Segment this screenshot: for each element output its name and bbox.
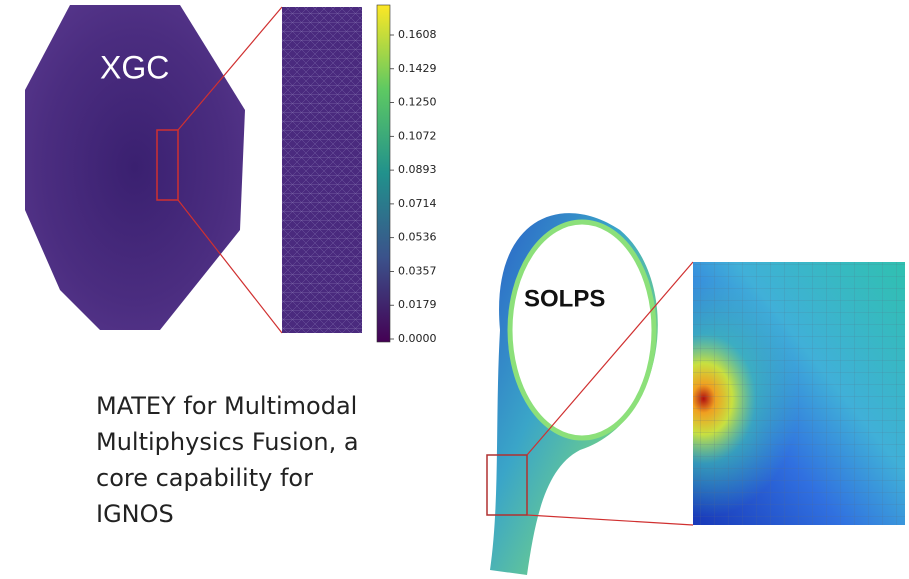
tick-label: 0.0357 (398, 264, 437, 277)
caption-line: MATEY for Multimodal (96, 392, 357, 420)
tick-label: 0.1250 (398, 96, 437, 109)
colorbar-ticks: 0.1608 0.1429 0.1250 0.1072 0.0893 0.0714 0.05… (390, 28, 437, 345)
tick-label: 0.0000 (398, 332, 437, 345)
caption-line: core capability for (96, 464, 313, 492)
solps-core (507, 219, 657, 441)
caption-line: IGNOS (96, 500, 174, 528)
caption: MATEY for Multimodal Multiphysics Fusion,… (96, 392, 359, 528)
tick-label: 0.1429 (398, 62, 437, 75)
zoom-line (177, 6, 283, 131)
solps-inset-grid (693, 262, 905, 525)
zoom-line (526, 261, 694, 456)
tick-label: 0.0893 (398, 163, 437, 176)
zoom-line (526, 514, 694, 526)
zoom-line (177, 199, 283, 334)
xgc-mesh (25, 5, 245, 330)
tick-label: 0.0536 (398, 231, 437, 244)
tick-label: 0.1608 (398, 28, 437, 41)
xgc-panel: XGC 0.1608 0.1429 0.1250 0.1072 0.0893 0.0714… (25, 4, 437, 345)
tick-label: 0.1072 (398, 129, 437, 142)
xgc-inset-mesh (282, 7, 362, 333)
solps-label: SOLPS (524, 285, 605, 312)
zoom-box (486, 454, 528, 516)
caption-line: Multiphysics Fusion, a (96, 428, 359, 456)
tick-label: 0.0179 (398, 298, 437, 311)
zoom-box (156, 129, 179, 201)
tick-label: 0.0714 (398, 197, 437, 210)
solps-panel: SOLPS (486, 213, 905, 575)
xgc-label: XGC (100, 49, 169, 85)
colorbar (376, 4, 391, 343)
